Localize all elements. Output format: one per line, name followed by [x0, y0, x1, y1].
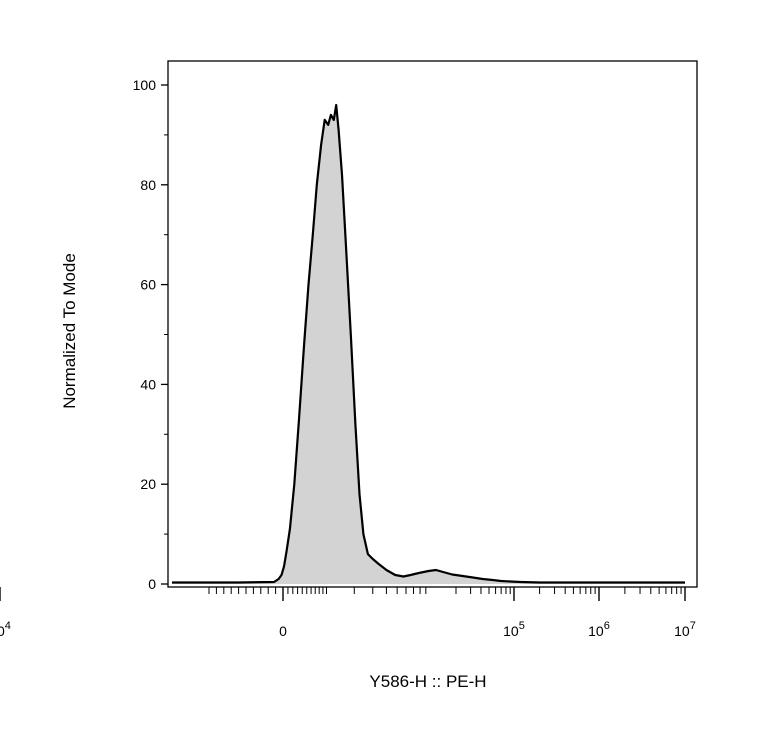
series-layer [172, 103, 685, 584]
y-tick-label: 80 [140, 177, 156, 193]
plot-frame [167, 60, 698, 588]
x-tick-label: 105 [503, 620, 525, 639]
y-tick-label: 100 [133, 77, 157, 93]
series-1-line [172, 103, 685, 584]
series-1-area [172, 105, 685, 584]
x-tick-label: 107 [674, 620, 696, 639]
y-tick-label: 60 [140, 277, 156, 293]
y-tick-label: 0 [148, 576, 156, 592]
y-tick-label: 20 [140, 476, 156, 492]
x-axis-title: Y586-H :: PE-H [369, 672, 486, 691]
x-tick-label: 104 [0, 620, 11, 639]
x-axis: 0 104 105 106 107 [0, 587, 696, 639]
y-tick-label: 40 [140, 376, 156, 392]
x-tick-label: 106 [588, 620, 610, 639]
y-axis: 0 20 40 60 80 100 [133, 77, 168, 592]
y-axis-title: Normalized To Mode [60, 253, 79, 409]
x-tick-label: 0 [279, 623, 287, 639]
